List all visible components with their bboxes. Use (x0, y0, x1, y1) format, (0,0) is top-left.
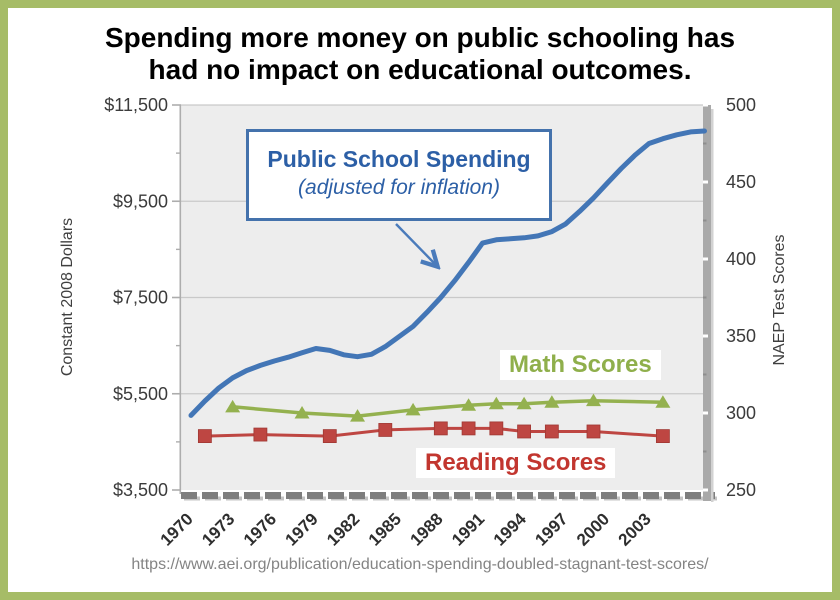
spending-annotation-line1: Public School Spending (267, 146, 531, 172)
y-right-tick-label: 500 (726, 95, 756, 115)
math-marker (461, 398, 477, 411)
x-tick-label: 1970 (157, 509, 197, 549)
math-marker (294, 406, 310, 419)
reading-marker (655, 429, 670, 444)
math-scores-label: Math Scores (500, 350, 661, 380)
y-right-tick-label: 350 (726, 326, 756, 346)
y-left-tick-label: $11,500 (104, 95, 168, 115)
y-right-major-tick (703, 257, 708, 261)
reading-marker (489, 421, 504, 436)
math-marker (350, 409, 366, 422)
reading-marker (197, 429, 212, 444)
y-right-minor-tick (703, 450, 707, 453)
math-line (230, 398, 665, 418)
y-right-minor-tick (703, 219, 707, 222)
x-tick-label: 1976 (240, 509, 280, 549)
reading-marker (253, 427, 268, 442)
y-right-minor-tick (703, 373, 707, 376)
y-right-axis-bar (703, 105, 711, 501)
source-url: https://www.aei.org/publication/educatio… (131, 556, 709, 573)
y-left-tick-label: $3,500 (113, 480, 168, 500)
y-right-major-tick (703, 334, 708, 338)
spending-line (188, 128, 707, 418)
x-tick-label: 1973 (198, 509, 238, 549)
reading-marker (544, 424, 559, 439)
y-left-tick-label: $9,500 (113, 191, 168, 211)
reading-marker (586, 424, 601, 439)
x-tick-label: 1991 (448, 509, 488, 549)
math-marker (655, 395, 671, 408)
x-tick-label: 1982 (323, 509, 363, 549)
math-marker (225, 399, 241, 413)
math-marker (544, 395, 560, 408)
y-right-tick-label: 300 (726, 403, 756, 423)
math-marker (516, 396, 532, 410)
y-right-tick-label: 400 (726, 249, 756, 269)
x-tick-label: 1979 (282, 509, 322, 549)
x-tick-label: 1994 (490, 509, 531, 550)
chart-title-line2: had no impact on educational outcomes. (148, 54, 692, 85)
math-marker (585, 393, 601, 407)
spending-annotation-callout: Public School Spending (adjusted for inf… (246, 129, 552, 221)
y-left-tick-label: $7,500 (113, 288, 168, 308)
math-marker (488, 396, 504, 410)
reading-marker (461, 421, 476, 436)
reading-marker (378, 423, 393, 437)
y-right-minor-tick (703, 142, 707, 145)
y-right-tick-label: 450 (726, 172, 756, 192)
y-right-major-tick (703, 103, 708, 107)
y-right-tick-label: 250 (726, 480, 756, 500)
y-right-major-tick (703, 180, 708, 184)
x-tick-label: 1985 (365, 509, 405, 549)
reading-scores-label: Reading Scores (416, 448, 616, 478)
math-marker (405, 402, 421, 416)
chart-title-line1: Spending more money on public schooling … (104, 22, 736, 53)
reading-marker (322, 429, 337, 444)
reading-marker (433, 421, 448, 436)
y-right-minor-tick (703, 296, 707, 299)
chart-title: Spending more money on public schooling … (8, 22, 832, 86)
y-right-major-tick (703, 488, 708, 492)
y-left-axis-title: Constant 2008 Dollars (59, 217, 76, 377)
x-tick-label: 2000 (573, 509, 613, 549)
y-left-tick-label: $5,500 (113, 384, 168, 404)
spending-annotation-line2: (adjusted for inflation) (298, 176, 500, 199)
x-tick-label: 1997 (531, 509, 571, 549)
y-right-major-tick (703, 411, 708, 415)
x-tick-label: 1988 (406, 509, 446, 549)
x-tick-label: 2003 (615, 509, 655, 549)
reading-marker (517, 424, 531, 439)
y-right-axis-title: NAEP Test Scores (771, 234, 788, 366)
annotation-arrow (395, 223, 436, 265)
y-right-axis-bar-shadow (711, 109, 714, 502)
